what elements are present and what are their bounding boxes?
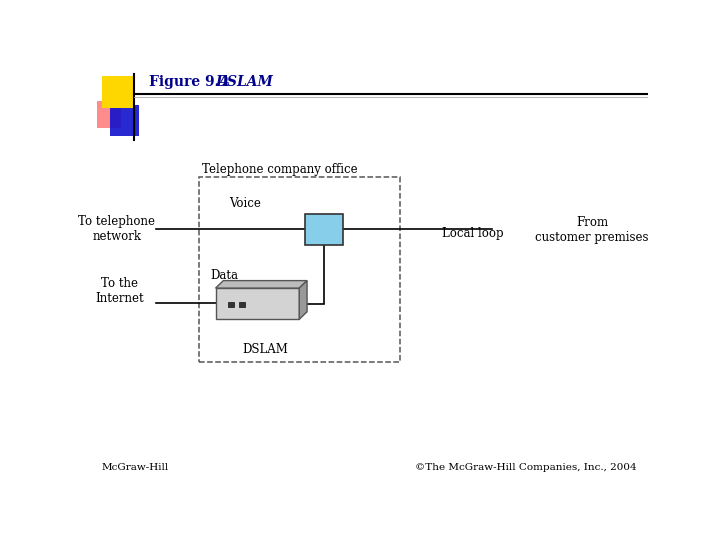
Text: From
customer premises: From customer premises (536, 216, 649, 244)
Text: ©The McGraw-Hill Companies, Inc., 2004: ©The McGraw-Hill Companies, Inc., 2004 (415, 463, 637, 472)
Text: Filter: Filter (307, 223, 341, 236)
Text: McGraw-Hill: McGraw-Hill (101, 463, 168, 472)
Text: DSLAM: DSLAM (243, 343, 289, 356)
Bar (102, 76, 133, 109)
Bar (228, 302, 234, 307)
Bar (239, 302, 245, 307)
Text: Figure 9.4: Figure 9.4 (148, 75, 229, 89)
Bar (305, 214, 343, 245)
Bar (96, 101, 121, 128)
Text: To the
Internet: To the Internet (95, 278, 144, 306)
Bar (199, 177, 400, 362)
Text: DSLAM: DSLAM (215, 75, 274, 89)
Text: To telephone
network: To telephone network (78, 215, 156, 243)
Bar (215, 288, 300, 319)
Text: Data: Data (210, 269, 238, 282)
Polygon shape (300, 281, 307, 319)
Polygon shape (215, 281, 307, 288)
Text: Local loop: Local loop (441, 227, 503, 240)
Text: Telephone company office: Telephone company office (202, 163, 357, 176)
Bar (110, 105, 139, 136)
Text: Voice: Voice (229, 197, 261, 210)
